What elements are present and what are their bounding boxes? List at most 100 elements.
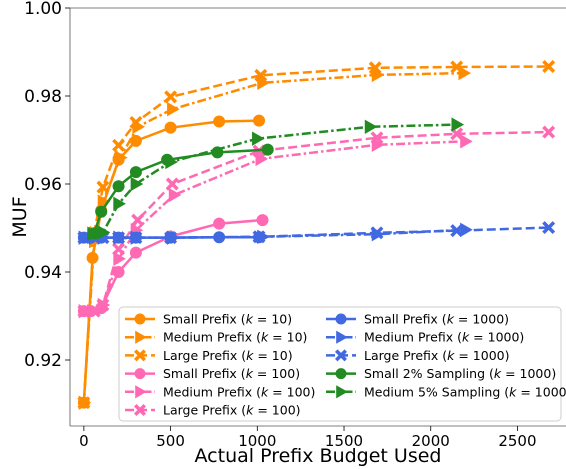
legend-label: Small Prefix (k = 10): [163, 312, 292, 327]
legend-entry-3: Small Prefix (k = 100): [125, 366, 300, 381]
data-point: [129, 231, 143, 245]
data-point: [115, 150, 128, 165]
x-tick-label: 0: [79, 432, 89, 450]
data-point: [129, 166, 142, 179]
legend-label: Large Prefix (k = 1000): [364, 348, 510, 363]
legend-marker: [134, 368, 146, 380]
legend-entry-1: Medium Prefix (k = 10): [125, 330, 307, 345]
data-point: [112, 242, 126, 256]
data-point: [112, 231, 126, 245]
data-point: [164, 121, 177, 134]
legend-entry-10: Medium 5% Sampling (k = 1000): [326, 384, 566, 399]
legend-marker: [134, 404, 146, 416]
legend-marker: [335, 368, 347, 380]
x-tick-label: 2000: [412, 432, 450, 450]
data-point: [96, 298, 110, 312]
data-point: [97, 225, 111, 240]
data-point: [364, 119, 378, 134]
data-point: [87, 304, 101, 318]
series-line-10: [92, 123, 457, 235]
legend-label: Small 2% Sampling (k = 1000): [364, 366, 556, 381]
plot-area: [77, 60, 556, 410]
series-4: [78, 134, 473, 319]
legend-label: Small Prefix (k = 100): [163, 366, 300, 381]
data-point: [460, 134, 473, 149]
y-tick-label: 0.92: [24, 351, 62, 371]
legend-entry-9: Small 2% Sampling (k = 1000): [326, 366, 556, 381]
data-point: [167, 102, 180, 117]
legend-marker: [335, 313, 347, 325]
legend-label: Medium 5% Sampling (k = 1000): [364, 384, 566, 399]
data-point: [87, 226, 100, 241]
data-point: [113, 196, 126, 211]
legend-label: Medium Prefix (k = 100): [163, 384, 315, 399]
legend-entry-0: Small Prefix (k = 10): [125, 312, 292, 327]
data-point: [261, 143, 274, 156]
series-5: [77, 125, 556, 318]
data-point: [254, 68, 268, 82]
data-point: [77, 396, 91, 410]
data-point: [256, 214, 269, 227]
y-tick-label: 0.94: [24, 263, 62, 283]
series-line-4: [83, 140, 466, 313]
x-tick-label: 1500: [325, 432, 363, 450]
data-point: [542, 221, 556, 235]
legend-marker: [336, 385, 348, 399]
y-tick-label: 0.98: [24, 87, 62, 107]
y-tick-label: 0.96: [24, 175, 62, 195]
data-point: [165, 154, 178, 170]
data-point: [130, 176, 144, 192]
data-point: [451, 117, 465, 132]
legend-box: [118, 306, 562, 422]
data-point: [97, 194, 111, 209]
x-tick-label: 500: [156, 432, 185, 450]
legend-entry-2: Large Prefix (k = 10): [125, 348, 293, 363]
data-point: [450, 224, 464, 238]
series-line-5: [83, 130, 549, 313]
legend-label: Medium Prefix (k = 1000): [364, 330, 524, 345]
data-point: [129, 134, 142, 147]
data-point: [168, 187, 182, 203]
data-point: [450, 60, 464, 74]
legend-marker: [134, 313, 146, 325]
legend-marker: [134, 349, 146, 362]
data-point: [165, 177, 179, 191]
legend-marker: [135, 330, 147, 344]
legend-entry-4: Medium Prefix (k = 100): [125, 384, 315, 399]
legend-label: Large Prefix (k = 100): [163, 403, 301, 418]
data-point: [253, 114, 266, 127]
data-point: [252, 230, 266, 244]
data-point: [370, 226, 384, 240]
series-8: [77, 221, 556, 245]
x-tick-label: 1000: [238, 432, 276, 450]
data-point: [213, 217, 226, 230]
legend-marker: [336, 330, 348, 344]
axes: 0 500 1000 1500 2000 2500 0.92 0.94 0.96 0.98 1.00: [24, 0, 566, 450]
data-point: [252, 131, 265, 146]
data-point: [129, 246, 142, 259]
data-point: [77, 304, 91, 318]
legend-marker: [135, 385, 147, 399]
data-point: [112, 138, 126, 152]
data-point: [542, 60, 556, 73]
legend-entry-6: Small Prefix (k = 1000): [326, 312, 509, 327]
legend: Small Prefix (k = 10) Medium Prefix (k = …: [118, 306, 566, 422]
data-point: [95, 205, 108, 218]
data-point: [129, 115, 143, 129]
data-point: [112, 180, 125, 193]
legend-label: Small Prefix (k = 1000): [364, 312, 509, 327]
legend-entry-5: Large Prefix (k = 100): [125, 403, 301, 418]
legend-entry-7: Medium Prefix (k = 1000): [326, 330, 524, 345]
data-point: [370, 131, 384, 145]
legend-label: Medium Prefix (k = 10): [163, 330, 307, 345]
data-point: [542, 125, 556, 139]
legend-marker: [335, 349, 347, 362]
data-point: [368, 61, 382, 75]
y-tick-label: 1.00: [24, 0, 62, 19]
x-axis-label: Actual Prefix Budget Used: [195, 445, 442, 467]
data-point: [96, 180, 110, 194]
legend-entry-8: Large Prefix (k = 1000): [326, 348, 510, 363]
data-point: [164, 231, 178, 245]
data-point: [213, 115, 226, 128]
